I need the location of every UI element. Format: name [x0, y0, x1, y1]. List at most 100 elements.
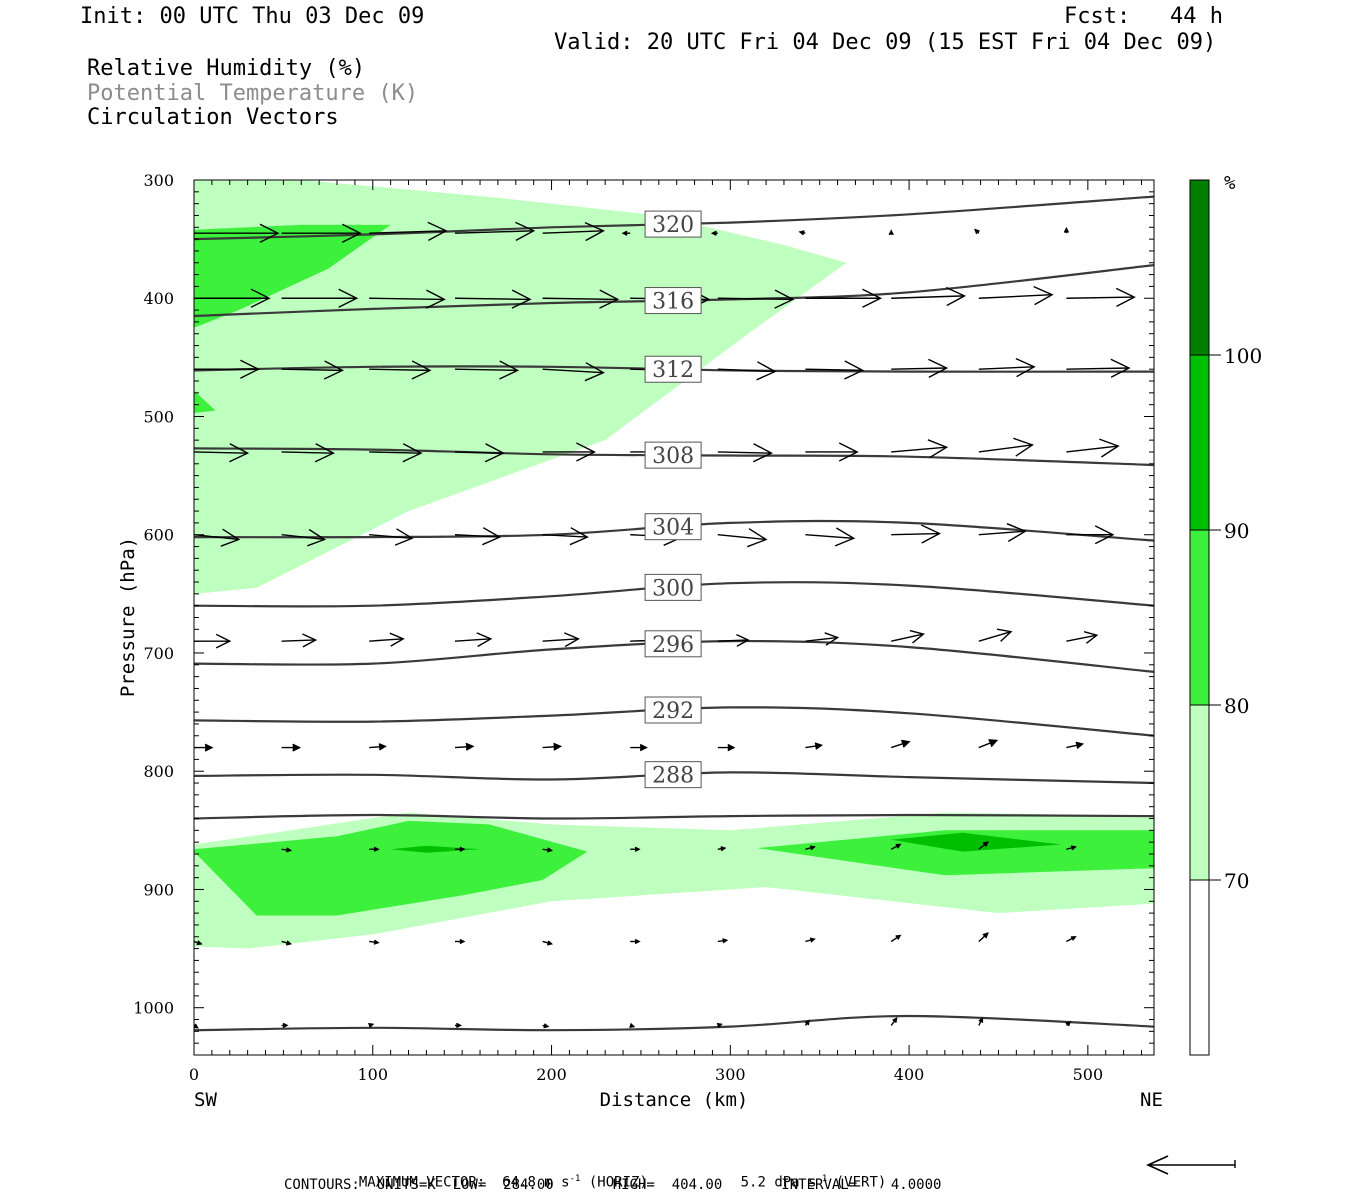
contour-label-292: 292: [652, 699, 694, 724]
vector-arrow: [454, 221, 536, 242]
vector-arrow: [717, 938, 729, 944]
vert-unit: (VERT): [835, 1174, 887, 1191]
vector-arrow: [542, 221, 605, 242]
vector-arrow: [194, 223, 280, 243]
colorbar-level-label: 80: [1224, 694, 1249, 718]
vector-arrow: [542, 1023, 550, 1029]
vector-arrow: [542, 632, 580, 648]
vector-arrow: [542, 362, 605, 382]
vector-arrow: [542, 742, 563, 751]
horiz-unit: (HORIZ): [588, 1174, 648, 1191]
horiz-exponent: -1: [569, 1174, 581, 1184]
vector-arrow: [717, 528, 768, 548]
vector-arrow: [281, 528, 327, 547]
vector-arrow: [1065, 1020, 1072, 1027]
colorbar-level-label: 100: [1224, 344, 1262, 368]
vector-arrow: [281, 940, 292, 946]
colorbar-unit: %: [1224, 172, 1236, 194]
x-tick-label: 0: [189, 1065, 199, 1084]
vector-arrow: [717, 361, 777, 381]
vector-arrow: [805, 937, 816, 943]
max-vector-line: MAXIMUM VECTOR: 64.8 m s-1 (HORIZ) 5.2 d…: [342, 1158, 886, 1191]
vector-arrow: [629, 1022, 636, 1028]
theta-contour-284: [194, 813, 1154, 820]
vector-arrow: [888, 229, 894, 236]
y-tick-label: 1000: [133, 999, 174, 1018]
legend-title-theta: Potential Temperature (K): [87, 81, 419, 106]
vector-arrow: [455, 1022, 462, 1029]
vector-arrow: [621, 230, 631, 236]
x-tick-label: 400: [894, 1065, 925, 1084]
rh-region-80-90-2: [194, 390, 216, 413]
rh-region-80-90-5: [757, 830, 1154, 876]
right-end-label: NE: [1140, 1089, 1163, 1111]
vector-arrow: [1066, 287, 1136, 308]
vector-arrow: [891, 439, 949, 459]
theta-contour-280: [194, 1014, 1154, 1032]
vector-arrow: [542, 289, 620, 309]
vector-arrow: [454, 443, 505, 463]
y-tick-label: 700: [143, 644, 174, 663]
vector-arrow: [369, 360, 432, 380]
init-time: Init: 00 UTC Thu 03 Dec 09: [80, 4, 425, 29]
contour-label-box-304: [644, 513, 702, 541]
max-vector-label: MAXIMUM VECTOR:: [358, 1174, 486, 1191]
colorbar-level-label: 90: [1224, 519, 1249, 543]
contour-label-316: 316: [652, 290, 694, 315]
colorbar-segment: [1190, 180, 1209, 355]
vector-arrow: [805, 527, 856, 547]
contour-label-box-308: [644, 441, 702, 469]
vector-arrow: [891, 358, 949, 379]
contours-info: CONTOURS: UNITS=K LOW= 284.00 HIGH= 404.…: [284, 1177, 942, 1193]
vector-arrow: [716, 1022, 723, 1028]
axes: 0 100 200 300 400 500 300 400 500 600 700 800 900 100…: [133, 171, 1154, 1084]
vector-arrow: [1066, 936, 1077, 943]
vector-arrow: [454, 632, 493, 648]
vector-arrow: [630, 938, 641, 945]
colorbar-frame: [1189, 179, 1210, 1056]
vector-arrow: [891, 629, 925, 644]
vector-arrow: [978, 523, 1027, 543]
vector-arrow: [369, 846, 380, 852]
x-tick-label: 100: [357, 1065, 388, 1084]
vector-arrow: [805, 845, 816, 851]
vert-exponent: -1: [816, 1174, 828, 1184]
legend-title-vectors: Circulation Vectors: [87, 105, 339, 130]
vector-arrow: [454, 742, 475, 751]
vector-arrow: [369, 289, 446, 309]
vector-arrow: [798, 230, 806, 236]
vector-arrow: [454, 289, 532, 309]
contour-label-304: 304: [652, 516, 694, 541]
y-tick-label: 500: [143, 407, 174, 426]
vector-arrow: [368, 1022, 375, 1028]
x-tick-label: 200: [536, 1065, 567, 1084]
y-tick-label: 400: [143, 289, 174, 308]
vector-arrow: [281, 847, 293, 853]
vector-arrow: [369, 221, 448, 242]
circulation-vectors: [194, 221, 1136, 1029]
vector-arrow: [978, 932, 989, 943]
vector-arrow: [455, 938, 466, 945]
vector-arrow: [805, 742, 824, 750]
vector-arrow: [194, 633, 232, 649]
y-tick-label: 300: [143, 171, 174, 190]
y-tick-label: 900: [143, 880, 174, 899]
vector-arrow: [369, 743, 387, 751]
vector-arrow: [194, 288, 271, 308]
vector-arrow: [717, 289, 795, 309]
contour-labels: 320 316 312 308 304 300 296 292 288: [644, 210, 702, 789]
vector-arrow: [1066, 741, 1085, 749]
vector-arrow: [978, 739, 999, 749]
vector-arrow: [542, 940, 553, 946]
vector-arrow: [542, 847, 554, 853]
contour-label-box-296: [644, 630, 702, 658]
x-tick-label: 500: [1073, 1065, 1104, 1084]
vector-arrow: [281, 633, 318, 648]
vector-arrow: [978, 437, 1034, 457]
vector-arrow: [890, 843, 902, 850]
vector-arrow: [281, 288, 359, 308]
vector-arrow: [978, 285, 1054, 306]
vector-arrow: [281, 743, 302, 752]
vector-arrow: [369, 443, 423, 463]
vector-arrow: [890, 934, 902, 943]
